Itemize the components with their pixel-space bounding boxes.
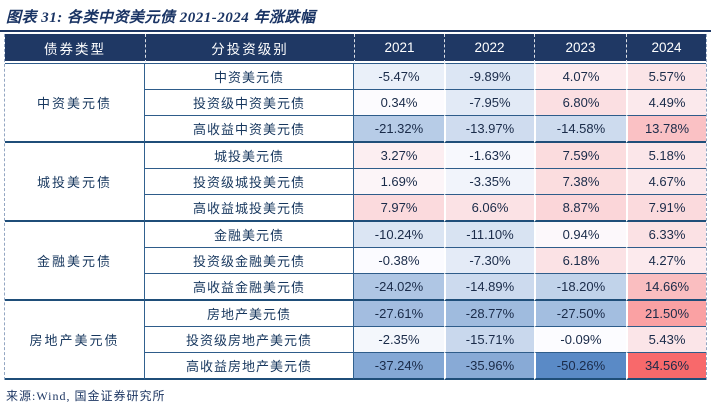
value-cell: 3.27%: [354, 143, 444, 169]
value-cell: -21.32%: [354, 116, 444, 143]
row-label: 投资级中资美元债: [145, 90, 354, 116]
value-cell: 6.18%: [534, 248, 626, 274]
value-cell: -0.38%: [354, 248, 444, 274]
value-cell: -1.63%: [444, 143, 534, 169]
column-header-year-2023: 2023: [534, 34, 626, 63]
table-row: 高收益金融美元债 -24.02% -14.89% -18.20% 14.66%: [5, 274, 706, 301]
value-cell: -14.89%: [444, 274, 534, 301]
value-cell: -7.30%: [444, 248, 534, 274]
table-row: 金融美元债 金融美元债 -10.24% -11.10% 0.94% 6.33%: [5, 222, 706, 301]
value-cell: 6.06%: [444, 195, 534, 222]
table-row: 投资级金融美元债 -0.38% -7.30% 6.18% 4.27%: [5, 248, 706, 274]
value-cell: -28.77%: [444, 301, 534, 327]
value-cell: -11.10%: [444, 222, 534, 248]
value-cell: 6.33%: [626, 222, 706, 248]
row-label: 高收益金融美元债: [145, 274, 354, 301]
row-label: 金融美元债: [145, 222, 354, 248]
table-row: 高收益城投美元债 7.97% 6.06% 8.87% 7.91%: [5, 195, 706, 222]
value-cell: -7.95%: [444, 90, 534, 116]
column-header-year-2022: 2022: [444, 34, 534, 63]
value-cell: 5.57%: [626, 63, 706, 90]
row-label: 高收益城投美元债: [145, 195, 354, 222]
value-cell: -0.09%: [534, 327, 626, 353]
table-row: 高收益房地产美元债 -37.24% -35.96% -50.26% 34.56%: [5, 353, 706, 380]
column-header-year-2024: 2024: [626, 34, 706, 63]
value-cell: 7.59%: [534, 143, 626, 169]
value-cell: -50.26%: [534, 353, 626, 380]
value-cell: 34.56%: [626, 353, 706, 380]
table-row: 投资级房地产美元债 -2.35% -15.71% -0.09% 5.43%: [5, 327, 706, 353]
value-cell: 4.67%: [626, 169, 706, 195]
value-cell: -2.35%: [354, 327, 444, 353]
title-divider: [0, 30, 711, 32]
value-cell: 6.80%: [534, 90, 626, 116]
value-cell: 13.78%: [626, 116, 706, 143]
value-cell: 1.69%: [354, 169, 444, 195]
table-row: 投资级中资美元债 0.34% -7.95% 6.80% 4.49%: [5, 90, 706, 116]
value-cell: 7.97%: [354, 195, 444, 222]
value-cell: -35.96%: [444, 353, 534, 380]
table-row: 城投美元债 城投美元债 3.27% -1.63% 7.59% 5.18%: [5, 143, 706, 222]
value-cell: -15.71%: [444, 327, 534, 353]
figure-page: 图表 31: 各类中资美元债 2021-2024 年涨跌幅 债券类型 分投资级别 2…: [0, 6, 711, 413]
column-header-grade: 分投资级别: [145, 34, 354, 63]
value-cell: -5.47%: [354, 63, 444, 90]
source-note: 来源:Wind, 国金证券研究所: [6, 389, 166, 403]
value-cell: -3.35%: [444, 169, 534, 195]
group-label: 城投美元债: [5, 143, 145, 222]
value-cell: -27.61%: [354, 301, 444, 327]
row-label: 高收益房地产美元债: [145, 353, 354, 380]
figure-title: 图表 31: 各类中资美元债 2021-2024 年涨跌幅: [6, 10, 316, 26]
value-cell: 4.07%: [534, 63, 626, 90]
value-cell: 5.18%: [626, 143, 706, 169]
table-row: 房地产美元债 房地产美元债 -27.61% -28.77% -27.50% 21.50%: [5, 301, 706, 380]
value-cell: 0.34%: [354, 90, 444, 116]
table-row: 高收益中资美元债 -21.32% -13.97% -14.58% 13.78%: [5, 116, 706, 143]
value-cell: -27.50%: [534, 301, 626, 327]
value-cell: 0.94%: [534, 222, 626, 248]
value-cell: 7.38%: [534, 169, 626, 195]
row-label: 投资级金融美元债: [145, 248, 354, 274]
value-cell: -24.02%: [354, 274, 444, 301]
column-header-bond-type: 债券类型: [5, 34, 145, 63]
table-body: 中资美元债 中资美元债 -5.47% -9.89% 4.07% 5.57% 投资级中资美元债…: [5, 63, 706, 380]
value-cell: 7.91%: [626, 195, 706, 222]
header-row: 债券类型 分投资级别 2021 2022 2023 2024: [5, 34, 706, 63]
value-cell: -18.20%: [534, 274, 626, 301]
group-label: 房地产美元债: [5, 301, 145, 380]
table-row: 中资美元债 中资美元债 -5.47% -9.89% 4.07% 5.57%: [5, 63, 706, 143]
row-label: 城投美元债: [145, 143, 354, 169]
row-label: 高收益中资美元债: [145, 116, 354, 143]
value-cell: 14.66%: [626, 274, 706, 301]
table-header: 债券类型 分投资级别 2021 2022 2023 2024: [5, 34, 706, 63]
row-label: 投资级房地产美元债: [145, 327, 354, 353]
row-label: 中资美元债: [145, 63, 354, 90]
value-cell: -37.24%: [354, 353, 444, 380]
group-label: 金融美元债: [5, 222, 145, 301]
value-cell: -13.97%: [444, 116, 534, 143]
value-cell: 8.87%: [534, 195, 626, 222]
group-label: 中资美元债: [5, 63, 145, 143]
value-cell: 5.43%: [626, 327, 706, 353]
column-header-year-2021: 2021: [354, 34, 444, 63]
value-cell: -14.58%: [534, 116, 626, 143]
table-row: 投资级城投美元债 1.69% -3.35% 7.38% 4.67%: [5, 169, 706, 195]
value-cell: 4.49%: [626, 90, 706, 116]
row-label: 房地产美元债: [145, 301, 354, 327]
value-cell: 4.27%: [626, 248, 706, 274]
value-cell: -10.24%: [354, 222, 444, 248]
row-label: 投资级城投美元债: [145, 169, 354, 195]
value-cell: 21.50%: [626, 301, 706, 327]
bond-returns-table: 债券类型 分投资级别 2021 2022 2023 2024 中资美元债 中资美元债 -5.4…: [4, 34, 707, 380]
value-cell: -9.89%: [444, 63, 534, 90]
